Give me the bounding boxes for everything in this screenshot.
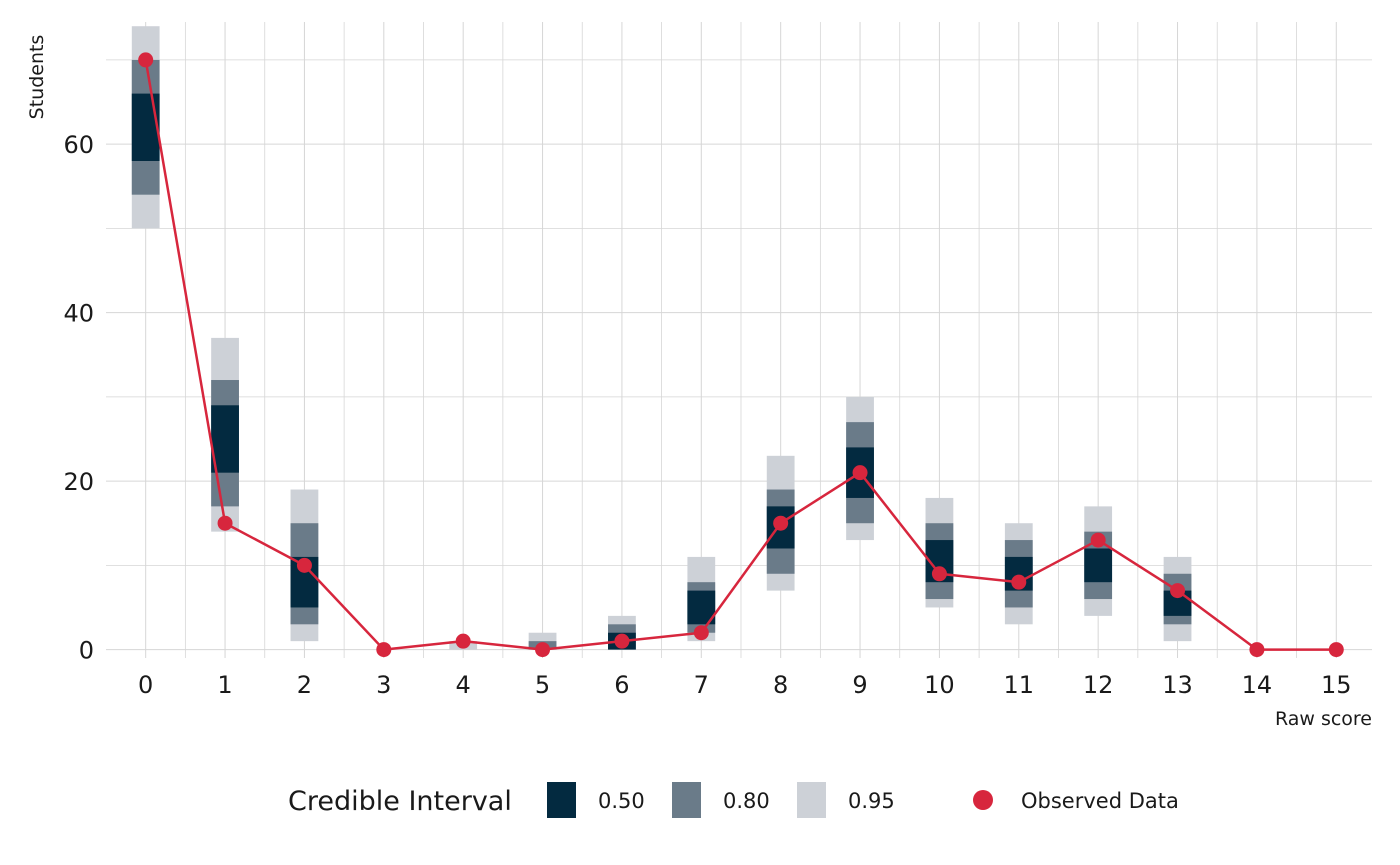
observed-data-point — [1090, 532, 1106, 548]
observed-data-line — [144, 59, 1337, 651]
observed-data-point — [1170, 583, 1186, 599]
observed-data-point — [296, 557, 312, 573]
legend-swatch-095 — [797, 782, 826, 818]
interval-050-bar — [131, 93, 160, 161]
observed-points — [138, 52, 1344, 658]
interval-050-bar — [211, 405, 239, 473]
x-tick-label: 14 — [1242, 671, 1273, 699]
x-tick-label: 9 — [852, 671, 867, 699]
y-axis-ticks: 0 20 40 60 — [63, 131, 94, 664]
x-tick-label: 8 — [773, 671, 788, 699]
x-tick-label: 10 — [924, 671, 955, 699]
observed-data-point — [1011, 574, 1027, 590]
y-axis-title: Students — [26, 35, 48, 120]
y-tick-label: 60 — [63, 131, 94, 159]
observed-data-point — [535, 642, 551, 658]
observed-data-point — [773, 515, 789, 531]
legend: Credible Interval 0.50 0.80 0.95 Observe… — [288, 782, 1179, 818]
x-tick-label: 6 — [614, 671, 629, 699]
legend-swatch-080 — [672, 782, 701, 818]
observed-data-point — [931, 566, 947, 582]
x-tick-label: 13 — [1162, 671, 1193, 699]
observed-data-point — [138, 52, 154, 68]
x-tick-label: 0 — [138, 671, 153, 699]
y-tick-label: 40 — [63, 300, 94, 328]
observed-data-point — [217, 515, 233, 531]
observed-data-point — [376, 642, 392, 658]
x-tick-label: 7 — [694, 671, 709, 699]
observed-data-point — [1328, 642, 1344, 658]
legend-label-080: 0.80 — [723, 789, 770, 813]
legend-label-095: 0.95 — [848, 789, 895, 813]
legend-title: Credible Interval — [288, 786, 512, 817]
observed-data-point — [614, 633, 630, 649]
credible-intervals — [131, 26, 1192, 650]
legend-label-050: 0.50 — [598, 789, 645, 813]
x-tick-label: 15 — [1321, 671, 1352, 699]
y-tick-label: 0 — [79, 637, 94, 665]
legend-observed-marker — [973, 790, 993, 810]
observed-data-point — [1249, 642, 1265, 658]
x-tick-label: 2 — [297, 671, 312, 699]
observed-data-point — [852, 465, 868, 481]
x-tick-label: 11 — [1004, 671, 1035, 699]
x-tick-label: 1 — [217, 671, 232, 699]
x-axis-title: Raw score — [1275, 708, 1372, 730]
legend-label-observed: Observed Data — [1021, 789, 1179, 813]
x-tick-label: 12 — [1083, 671, 1114, 699]
observed-data-point — [693, 625, 709, 641]
observed-line — [144, 59, 1337, 651]
x-tick-label: 4 — [456, 671, 471, 699]
x-tick-label: 3 — [376, 671, 391, 699]
legend-swatch-050 — [547, 782, 576, 818]
interval-050-bar — [1084, 548, 1113, 583]
x-axis-ticks: 0 1 2 3 4 5 6 7 8 9 10 11 12 13 14 15 — [138, 671, 1352, 699]
observed-data-point — [455, 633, 471, 649]
x-tick-label: 5 — [535, 671, 550, 699]
y-tick-label: 20 — [63, 468, 94, 496]
